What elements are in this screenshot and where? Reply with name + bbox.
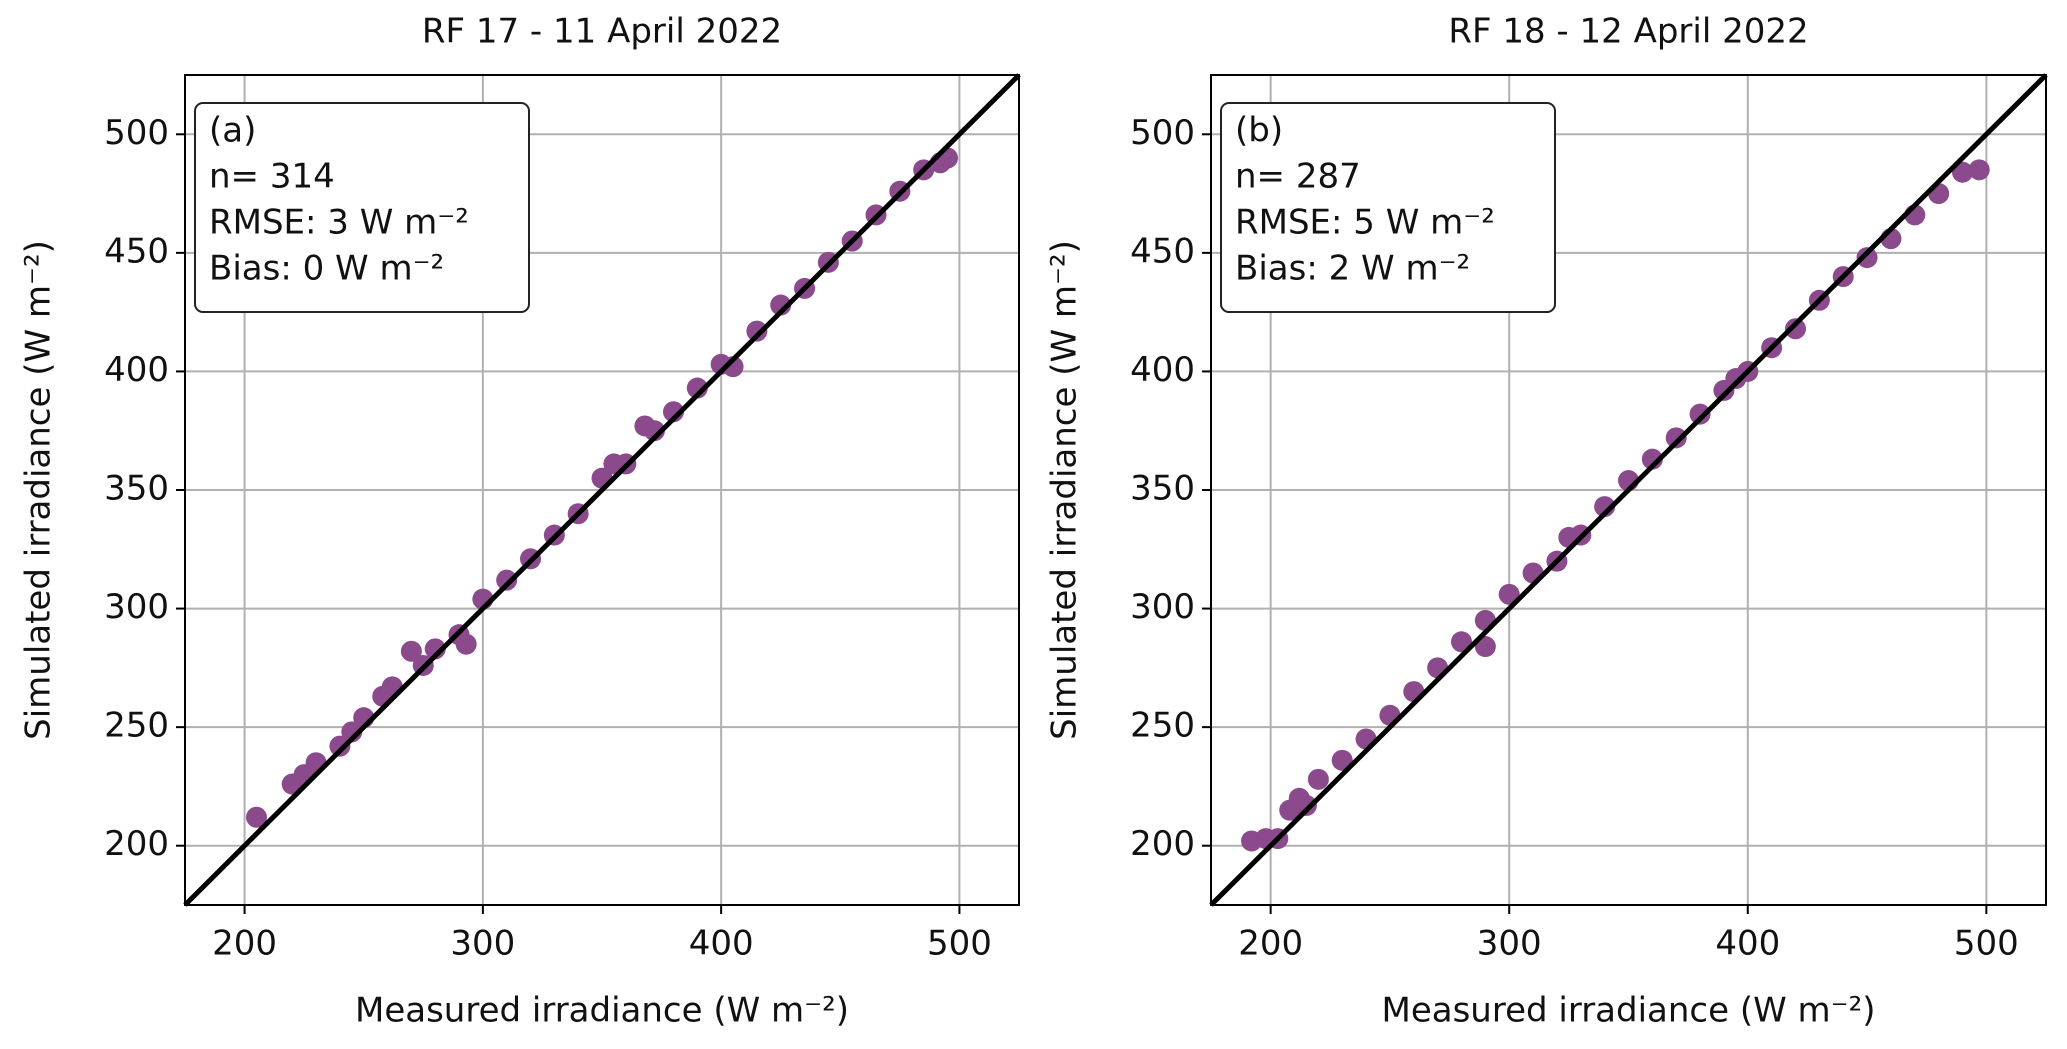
point [1451, 631, 1472, 653]
point [1952, 161, 1973, 183]
x-axis-label: Measured irradiance (W m⁻²) [355, 991, 849, 1031]
x-tick-label: 200 [212, 924, 277, 964]
point [455, 633, 477, 655]
one-to-one-line [1209, 73, 2048, 907]
x-tick-label: 200 [1238, 924, 1303, 964]
annotation: (a) [209, 111, 256, 151]
point [1968, 159, 1990, 181]
y-tick-label: 400 [104, 350, 169, 390]
point [1665, 427, 1687, 449]
y-tick-label: 300 [104, 587, 169, 627]
annotation: RMSE: 5 W m⁻² [1235, 203, 1495, 243]
annotation: (b) [1235, 111, 1283, 151]
axes-frame [1210, 74, 2047, 906]
y-tick-label: 250 [104, 706, 169, 746]
point [746, 320, 768, 342]
point [1785, 318, 1806, 340]
point [1689, 403, 1711, 425]
point [1856, 247, 1878, 269]
x-tick-label: 300 [1477, 924, 1542, 964]
annotation: n= 314 [209, 157, 335, 197]
y-tick-label: 250 [1130, 706, 1195, 746]
y-tick-label: 350 [1130, 469, 1195, 509]
point [245, 806, 267, 828]
x-axis-label: Measured irradiance (W m⁻²) [1381, 991, 1875, 1031]
chart-title: RF 18 - 12 April 2022 [1448, 12, 1808, 52]
x-tick-label: 400 [689, 924, 754, 964]
point [400, 640, 422, 662]
annotation: Bias: 2 W m⁻² [1235, 249, 1470, 289]
annotation: n= 287 [1235, 157, 1361, 197]
y-tick-label: 450 [1130, 231, 1195, 271]
axes-frame [184, 74, 1020, 906]
panel: RF 17 - 11 April 2022 200 300 400 500 200 250 3… [19, 12, 1021, 1031]
point [1331, 749, 1353, 771]
y-tick-label: 350 [104, 469, 169, 509]
point [1474, 636, 1496, 658]
annotation-box [194, 102, 530, 313]
chart-title: RF 17 - 11 April 2022 [422, 12, 782, 52]
y-tick-label: 500 [1130, 113, 1195, 153]
one-to-one-line [183, 73, 1021, 907]
point [1498, 583, 1520, 605]
x-tick-label: 400 [1715, 924, 1780, 964]
x-tick-label: 300 [450, 924, 515, 964]
annotation-box [1220, 102, 1556, 313]
y-axis-label: Simulated irradiance (W m⁻²) [19, 240, 59, 740]
y-tick-label: 300 [1130, 587, 1195, 627]
y-tick-label: 200 [1130, 824, 1195, 864]
y-tick-label: 500 [104, 113, 169, 153]
x-tick-label: 500 [1954, 924, 2019, 964]
y-tick-label: 400 [1130, 350, 1195, 390]
point [329, 735, 351, 757]
panel: RF 18 - 12 April 2022 200 300 400 500 200 250 3… [1045, 12, 2048, 1031]
y-tick-label: 200 [104, 824, 169, 864]
x-tick-label: 500 [927, 924, 992, 964]
point [1295, 794, 1317, 816]
annotation: Bias: 0 W m⁻² [209, 249, 444, 289]
annotation: RMSE: 3 W m⁻² [209, 203, 469, 243]
point [496, 569, 518, 591]
y-tick-label: 450 [104, 231, 169, 271]
y-axis-label: Simulated irradiance (W m⁻²) [1045, 240, 1085, 740]
point [1307, 768, 1329, 790]
